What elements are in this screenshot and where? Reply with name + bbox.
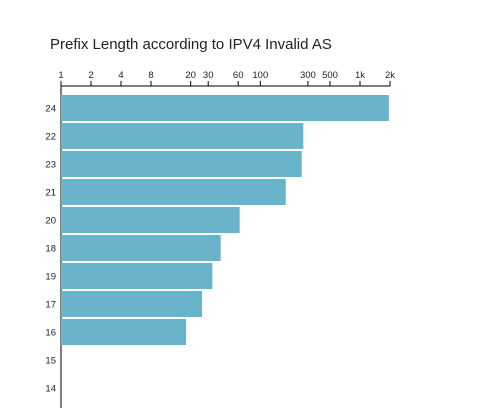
y-category-label: 22 (45, 132, 56, 143)
bar (61, 207, 240, 233)
y-category-label: 24 (45, 104, 56, 115)
x-tick-label: 2 (88, 70, 93, 81)
y-category-label: 19 (45, 272, 56, 283)
bar (61, 151, 302, 177)
y-category-label: 23 (45, 160, 56, 171)
y-category-label: 21 (45, 188, 56, 199)
x-tick-label: 300 (300, 70, 316, 81)
x-tick-label: 30 (203, 70, 214, 81)
bar (61, 319, 187, 345)
bar (61, 123, 304, 149)
x-tick-label: 500 (322, 70, 338, 81)
y-category-label: 20 (45, 216, 56, 227)
chart-title: Prefix Length according to IPV4 Invalid … (50, 36, 332, 53)
x-tick-label: 100 (252, 70, 268, 81)
y-category-label: 18 (45, 244, 56, 255)
x-tick-label: 20 (185, 70, 196, 81)
x-tick-label: 8 (148, 70, 153, 81)
bar (61, 179, 286, 205)
x-tick-label: 4 (118, 70, 123, 81)
bar (61, 95, 389, 121)
y-category-label: 14 (45, 384, 56, 395)
bar (61, 263, 213, 289)
x-tick-label: 2k (385, 70, 395, 81)
x-tick-label: 60 (233, 70, 244, 81)
y-category-label: 17 (45, 300, 56, 311)
bar (61, 291, 203, 317)
x-tick-label: 1 (58, 70, 63, 81)
x-tick-label: 1k (355, 70, 365, 81)
y-category-label: 16 (45, 328, 56, 339)
y-category-label: 15 (45, 356, 56, 367)
bar (61, 235, 221, 261)
